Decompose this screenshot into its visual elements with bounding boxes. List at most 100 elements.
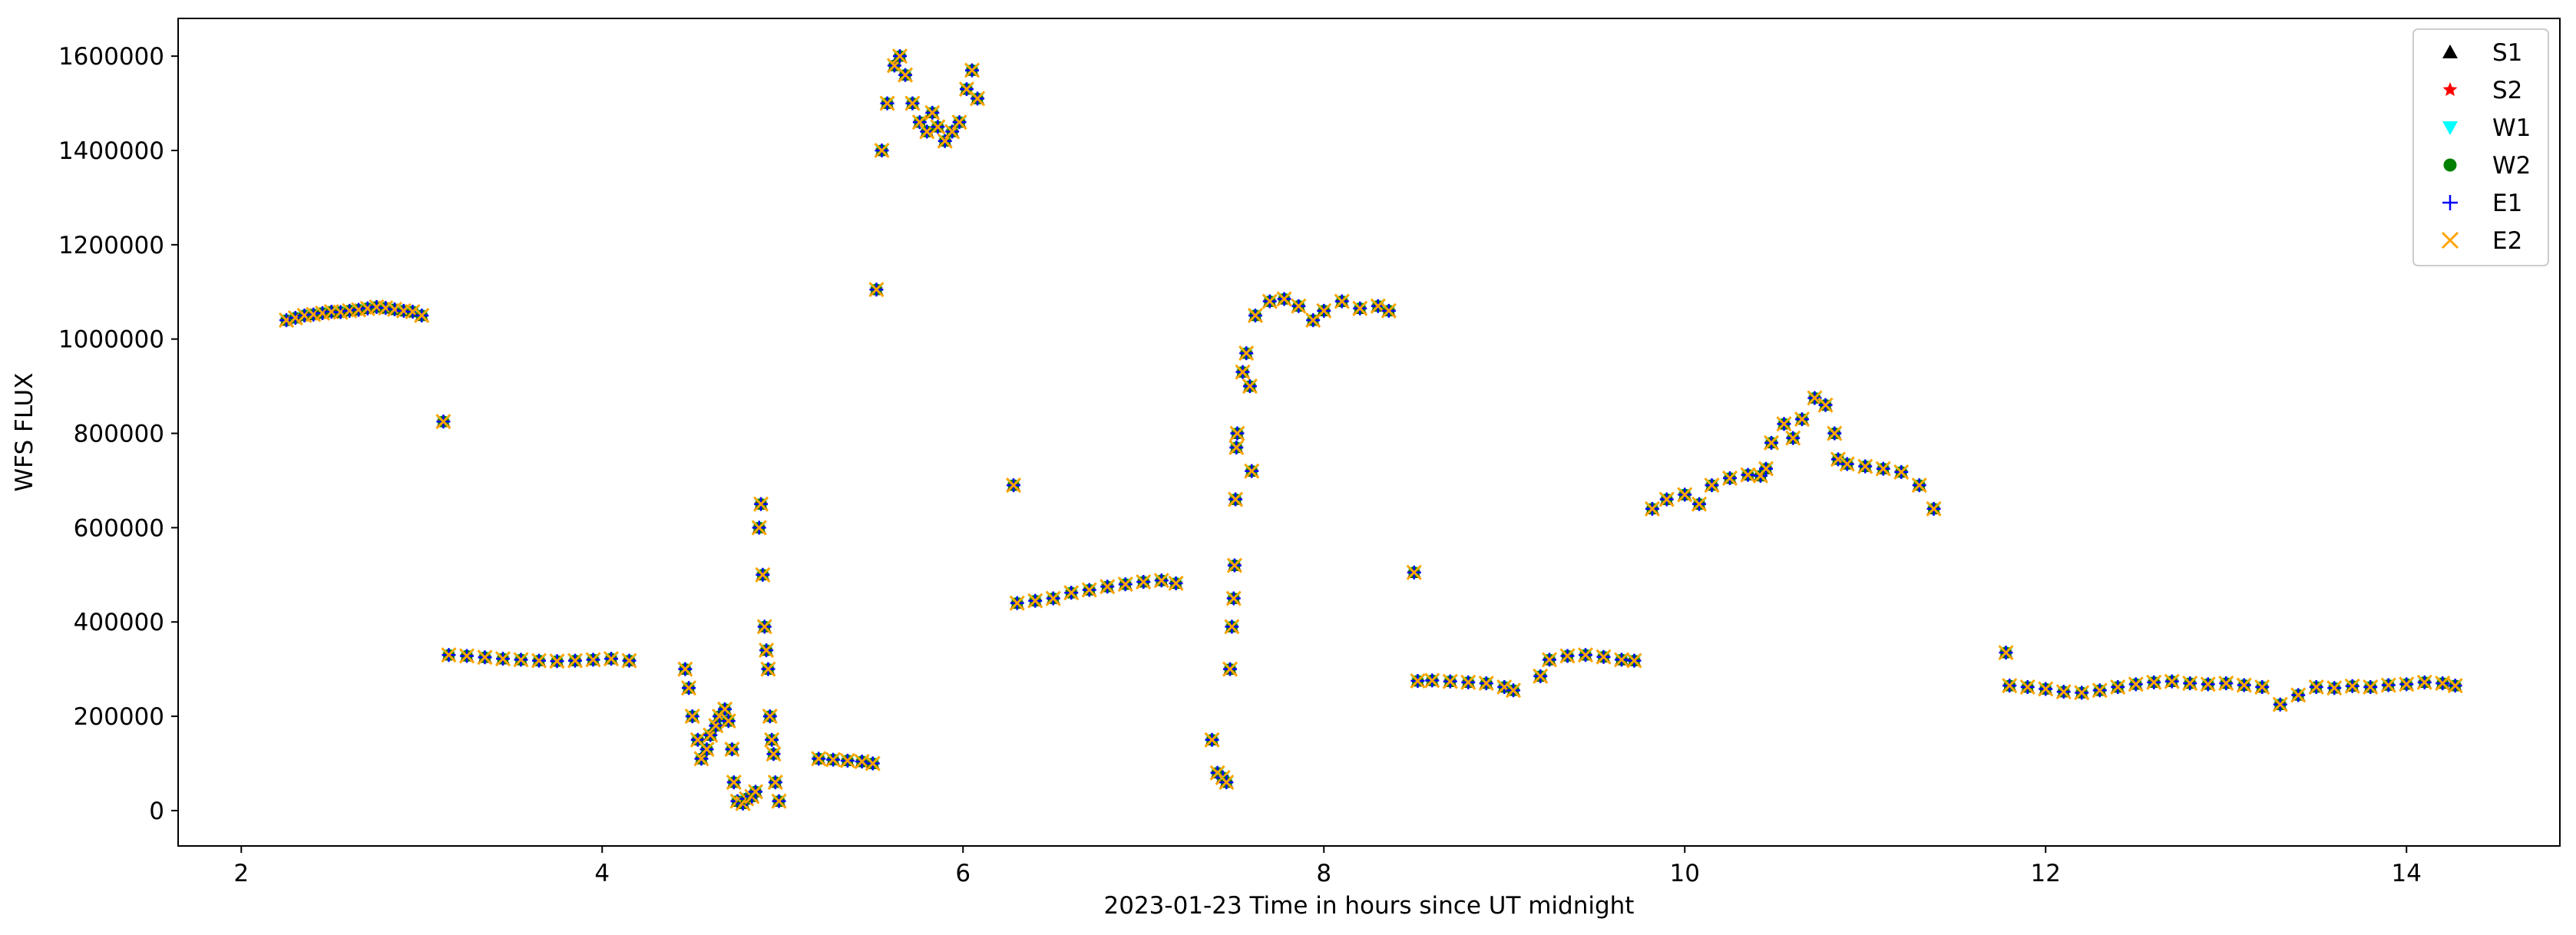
data-point-e2 bbox=[1225, 590, 1242, 606]
data-point-e2 bbox=[1244, 463, 1260, 479]
data-point-e2 bbox=[1827, 425, 1843, 441]
data-point bbox=[1244, 463, 1260, 479]
data-point-e2 bbox=[865, 755, 881, 771]
data-point bbox=[2416, 674, 2432, 690]
data-point bbox=[1460, 674, 1476, 690]
data-point-e2 bbox=[2146, 674, 2162, 690]
data-point bbox=[1204, 732, 1220, 748]
data-point bbox=[1225, 590, 1242, 606]
y-tick-label: 200000 bbox=[74, 703, 164, 731]
data-point-e2 bbox=[1235, 364, 1251, 380]
data-point-e2 bbox=[766, 746, 782, 762]
data-point bbox=[2128, 676, 2144, 692]
data-point-e2 bbox=[762, 709, 778, 725]
data-point bbox=[2344, 678, 2360, 694]
data-point-e2 bbox=[771, 793, 787, 809]
data-point-e2 bbox=[2002, 678, 2018, 694]
data-point-e2 bbox=[951, 114, 967, 131]
data-point bbox=[1291, 298, 1307, 314]
data-point bbox=[937, 133, 953, 149]
data-point-e2 bbox=[924, 104, 941, 121]
data-point bbox=[2019, 679, 2035, 695]
data-point bbox=[944, 124, 961, 140]
data-point bbox=[2254, 679, 2270, 695]
data-point-e2 bbox=[1009, 595, 1025, 611]
data-point-e2 bbox=[2363, 679, 2379, 695]
data-point bbox=[1027, 593, 1043, 609]
data-point-e2 bbox=[1505, 682, 1522, 699]
y-tick-label: 1200000 bbox=[58, 232, 164, 259]
data-point-e2 bbox=[1242, 378, 1258, 395]
data-point bbox=[2290, 687, 2306, 703]
data-point bbox=[531, 653, 547, 669]
data-point bbox=[1381, 302, 1397, 319]
data-point-e2 bbox=[720, 713, 736, 729]
data-point-e2 bbox=[874, 142, 890, 159]
data-point-e2 bbox=[1926, 501, 1942, 517]
data-point-e2 bbox=[585, 652, 601, 668]
data-point bbox=[1219, 775, 1235, 791]
data-point bbox=[759, 643, 775, 659]
data-point bbox=[755, 567, 771, 583]
data-point bbox=[414, 307, 430, 324]
data-point-e2 bbox=[1219, 775, 1235, 791]
data-point bbox=[1153, 573, 1169, 589]
data-point-e2 bbox=[1478, 676, 1494, 692]
data-point bbox=[2055, 684, 2072, 700]
data-point bbox=[458, 648, 475, 664]
data-point bbox=[865, 755, 881, 771]
data-point-e2 bbox=[1291, 298, 1307, 314]
data-point-e2 bbox=[1776, 416, 1792, 432]
data-point bbox=[951, 114, 967, 131]
data-point-e2 bbox=[1998, 645, 2014, 661]
data-point bbox=[2002, 678, 2018, 694]
legend-box bbox=[2412, 28, 2549, 266]
data-point-e2 bbox=[2200, 676, 2216, 692]
data-point-e2 bbox=[1406, 564, 1422, 580]
data-point-e2 bbox=[1460, 674, 1476, 690]
data-point-e2 bbox=[2055, 684, 2072, 700]
data-point-e2 bbox=[1596, 649, 1612, 665]
data-point bbox=[2218, 676, 2234, 692]
data-point bbox=[747, 784, 764, 800]
data-point bbox=[1262, 293, 1278, 309]
data-point bbox=[603, 651, 620, 667]
data-point-e2 bbox=[1691, 496, 1708, 512]
data-point-e2 bbox=[964, 62, 980, 78]
data-point-e2 bbox=[839, 752, 855, 768]
data-point bbox=[1817, 397, 1834, 413]
data-point-e2 bbox=[1763, 434, 1780, 451]
data-point bbox=[1276, 291, 1292, 307]
data-point bbox=[1370, 298, 1386, 314]
data-point bbox=[435, 414, 451, 430]
data-point bbox=[1721, 470, 1738, 486]
data-point bbox=[567, 653, 584, 669]
data-point bbox=[1063, 585, 1080, 601]
data-point bbox=[1478, 676, 1494, 692]
data-point bbox=[1228, 491, 1244, 507]
data-point-e2 bbox=[756, 619, 772, 635]
data-point bbox=[513, 652, 529, 668]
data-point bbox=[1807, 390, 1823, 406]
data-point bbox=[756, 619, 772, 635]
data-point bbox=[1406, 564, 1422, 580]
data-point-e2 bbox=[2074, 685, 2090, 701]
data-point bbox=[1691, 496, 1708, 512]
data-point-e2 bbox=[1100, 579, 1116, 595]
data-point bbox=[1776, 416, 1792, 432]
data-point-e2 bbox=[684, 709, 700, 725]
data-point-e2 bbox=[752, 496, 769, 512]
data-point-e2 bbox=[1721, 470, 1738, 486]
y-tick-label: 1000000 bbox=[58, 326, 164, 354]
data-point-e2 bbox=[1442, 673, 1458, 689]
data-point bbox=[919, 124, 935, 140]
data-point bbox=[2146, 674, 2162, 690]
legend-label-w2: W2 bbox=[2492, 152, 2531, 180]
data-point bbox=[839, 752, 855, 768]
data-point bbox=[1998, 645, 2014, 661]
data-point-e2 bbox=[2380, 677, 2396, 693]
data-point bbox=[2272, 696, 2288, 712]
data-point bbox=[2110, 679, 2126, 695]
data-point bbox=[585, 652, 601, 668]
data-point bbox=[1238, 345, 1255, 362]
